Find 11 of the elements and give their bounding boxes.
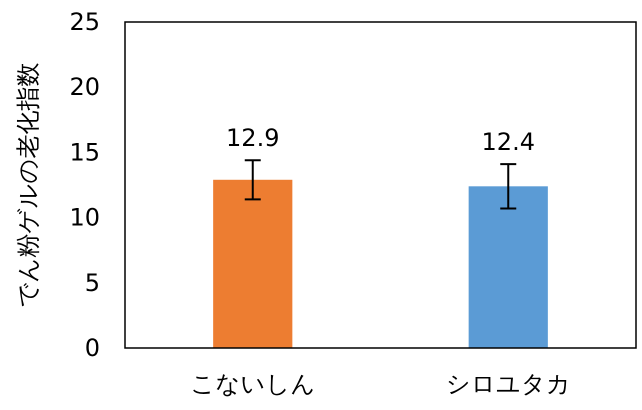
y-tick-label: 15 bbox=[69, 138, 100, 166]
data-label: 12.4 bbox=[482, 128, 535, 156]
data-label: 12.9 bbox=[226, 124, 280, 152]
y-tick-label: 10 bbox=[69, 204, 100, 232]
y-tick-label: 20 bbox=[69, 73, 100, 102]
y-axis-title: でん粉ゲルの老化指数 bbox=[14, 62, 42, 308]
x-tick-label: こないしん bbox=[190, 370, 316, 398]
y-tick-label: 0 bbox=[84, 334, 100, 362]
x-tick-label: シロユタカ bbox=[446, 370, 571, 398]
y-tick-label: 5 bbox=[84, 268, 100, 297]
y-tick-label: 25 bbox=[69, 8, 100, 36]
